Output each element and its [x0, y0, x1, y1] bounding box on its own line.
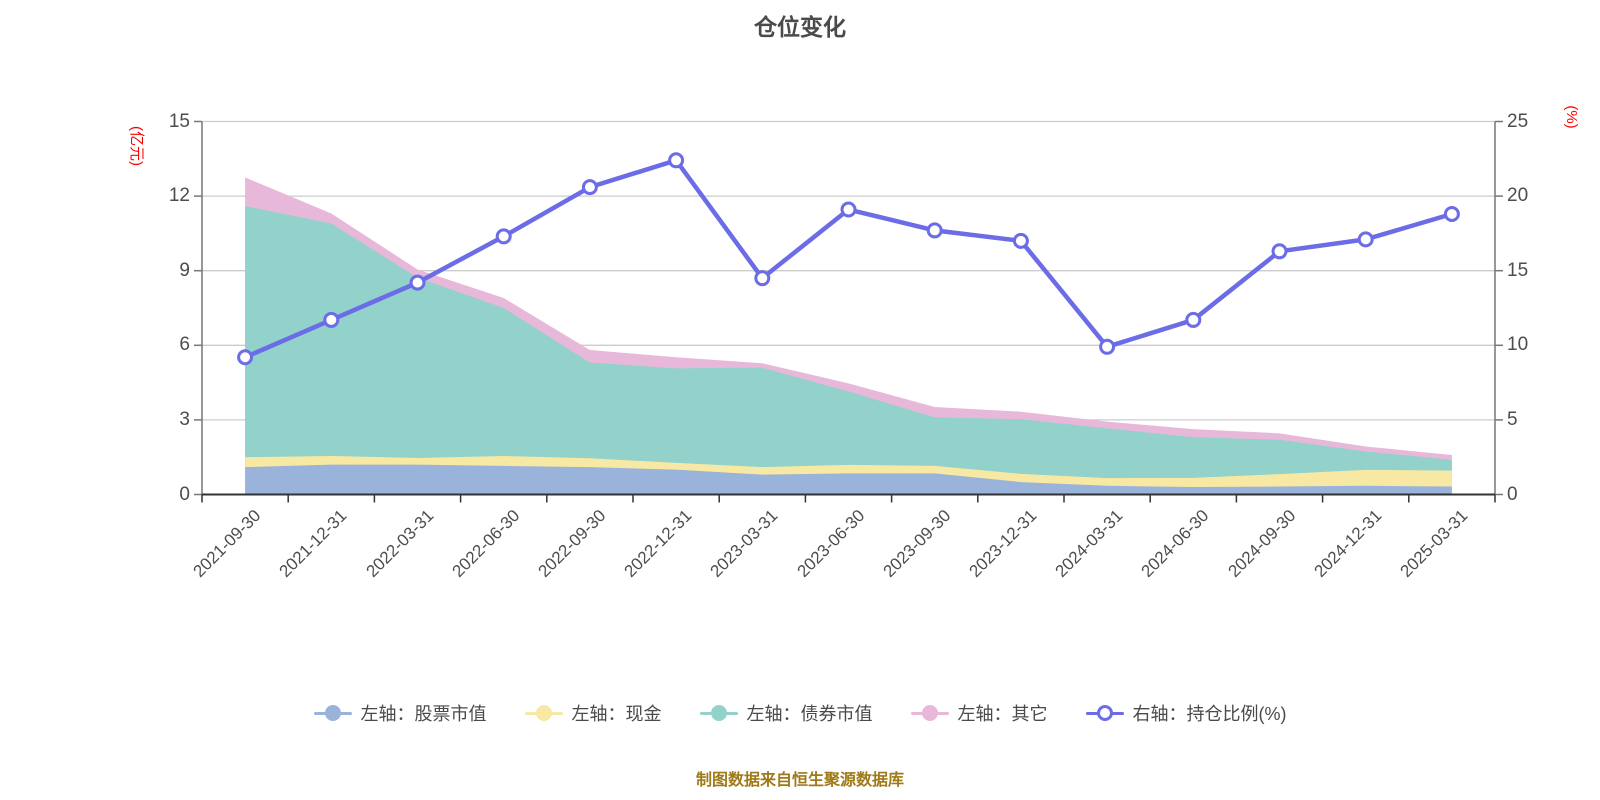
legend-marker-stock	[313, 704, 352, 722]
legend-label: 右轴：持仓比例(%)	[1132, 704, 1287, 724]
legend-label: 左轴：股票市值	[360, 704, 487, 724]
ratio-line-marker	[668, 152, 685, 169]
legend-item-bond[interactable]: 左轴：债券市值	[699, 700, 873, 726]
legend-marker-cash	[524, 704, 563, 722]
chart-legend: 左轴：股票市值 左轴：现金 左轴：债券市值 左轴：其它 右轴：持仓比例(%)	[0, 700, 1600, 726]
ratio-line-marker	[323, 311, 340, 328]
ratio-line-marker	[1099, 338, 1116, 355]
legend-dot-icon	[324, 705, 341, 721]
area-bond	[245, 206, 1452, 495]
ratio-line-marker	[581, 179, 598, 196]
ratio-line-marker	[1185, 311, 1202, 328]
legend-marker-other	[910, 704, 949, 722]
data-source-footer: 制图数据来自恒生聚源数据库	[695, 772, 904, 789]
ratio-line-marker	[495, 228, 512, 245]
ratio-line-marker	[1443, 206, 1460, 223]
ratio-line-marker	[409, 274, 426, 291]
ratio-line-marker	[237, 349, 254, 366]
legend-dot-icon	[1096, 705, 1113, 721]
ratio-line-marker	[840, 201, 857, 218]
legend-label: 左轴：现金	[571, 704, 662, 724]
legend-item-ratio[interactable]: 右轴：持仓比例(%)	[1085, 700, 1287, 726]
legend-item-cash[interactable]: 左轴：现金	[524, 700, 662, 726]
area-stock	[245, 464, 1452, 495]
legend-dot-icon	[921, 705, 938, 721]
ratio-line-marker	[1271, 243, 1288, 260]
legend-label: 左轴：其它	[957, 704, 1048, 724]
legend-marker-bond	[699, 704, 738, 722]
legend-item-stock[interactable]: 左轴：股票市值	[313, 700, 487, 726]
legend-label: 左轴：债券市值	[746, 704, 873, 724]
legend-dot-icon	[535, 705, 552, 721]
ratio-line-marker	[1357, 231, 1374, 248]
ratio-line-marker	[1012, 232, 1029, 249]
legend-dot-icon	[710, 705, 727, 721]
chart-title: 仓位变化	[754, 14, 846, 40]
ratio-line-marker	[754, 270, 771, 287]
legend-marker-ratio	[1085, 704, 1124, 722]
legend-item-other[interactable]: 左轴：其它	[910, 700, 1048, 726]
ratio-line-marker	[926, 222, 943, 239]
